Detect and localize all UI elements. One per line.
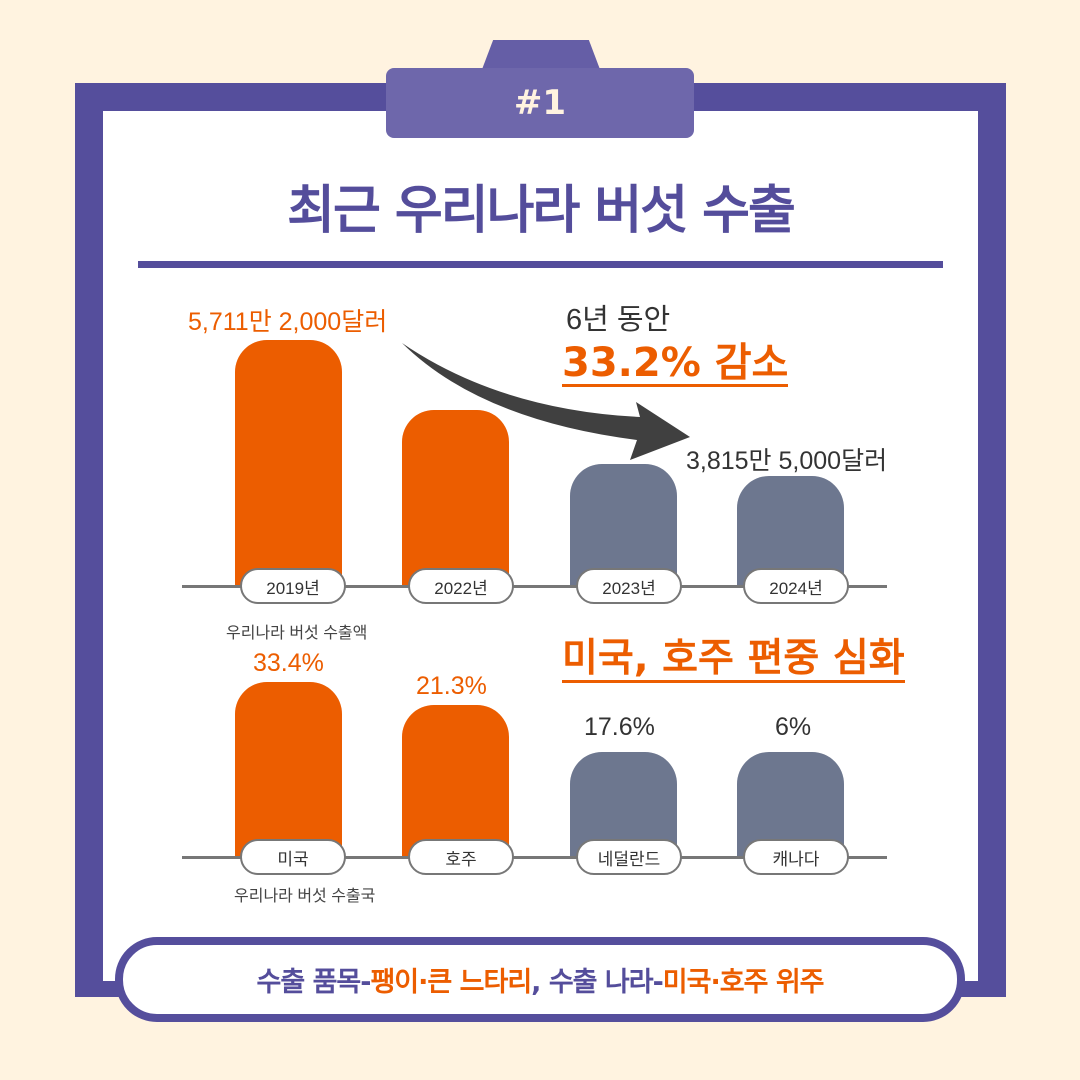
summary-part: , 수출 나라- — [531, 967, 664, 998]
category-pill: 2022년 — [408, 568, 514, 604]
title-divider — [138, 261, 943, 268]
category-pill: 네덜란드 — [576, 839, 682, 875]
headline-concentration: 미국, 호주 편중 심화 — [562, 636, 905, 683]
chart-caption: 우리나라 버섯 수출국 — [234, 888, 376, 905]
value-label-2024: 3,815만 5,000달러 — [686, 447, 888, 475]
page-title: 최근 우리나라 버섯 수출 — [287, 181, 796, 241]
bar-2022 — [402, 410, 509, 588]
badge-number: #1 — [386, 68, 694, 138]
chart-caption: 우리나라 버섯 수출액 — [226, 625, 368, 642]
category-pill: 호주 — [408, 839, 514, 875]
bar-usa — [235, 682, 342, 859]
category-pill: 캐나다 — [743, 839, 849, 875]
category-pill: 미국 — [240, 839, 346, 875]
value-label-2019: 5,711만 2,000달러 — [188, 308, 388, 336]
summary-banner: 수출 품목- 팽이·큰 느타리 , 수출 나라- 미국·호주 위주 — [115, 937, 965, 1022]
summary-part: 수출 품목- — [256, 967, 372, 998]
axis-baseline — [182, 856, 887, 859]
summary-highlight: 팽이·큰 느타리 — [370, 967, 532, 998]
annotation-decrease: 33.2% 감소 — [562, 340, 789, 387]
bar-2023 — [570, 464, 677, 588]
annotation-sub: 6년 동안 — [566, 304, 671, 336]
summary-highlight: 미국·호주 위주 — [662, 967, 825, 998]
category-pill: 2019년 — [240, 568, 346, 604]
value-label: 6% — [775, 713, 812, 741]
value-label: 21.3% — [416, 672, 487, 700]
value-label: 17.6% — [584, 713, 655, 741]
bar-australia — [402, 705, 509, 859]
axis-baseline — [182, 585, 887, 588]
category-pill: 2024년 — [743, 568, 849, 604]
bar-2019 — [235, 340, 342, 588]
category-pill: 2023년 — [576, 568, 682, 604]
value-label: 33.4% — [253, 649, 324, 677]
